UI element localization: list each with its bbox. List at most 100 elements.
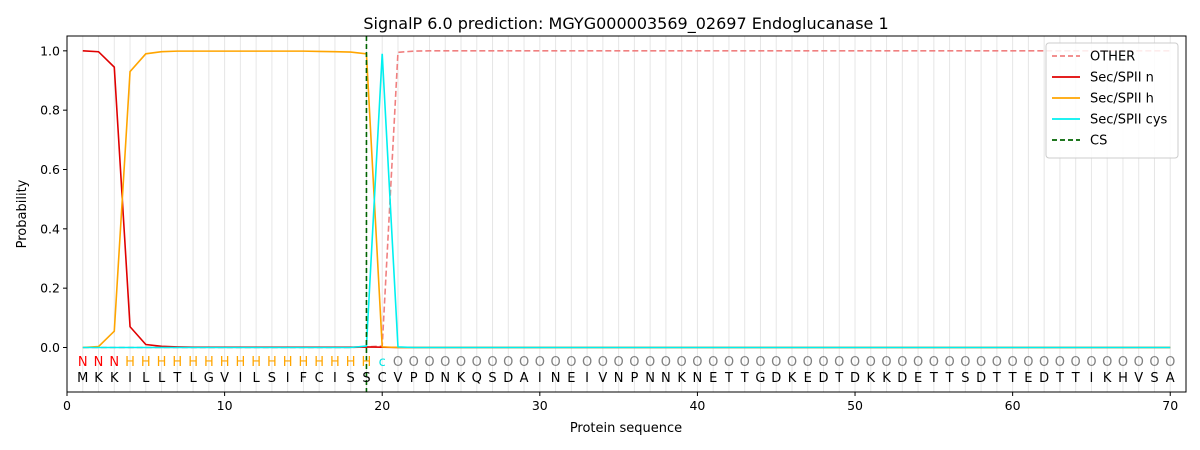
amino-acid-label: T	[1055, 371, 1064, 386]
region-label: H	[346, 355, 356, 370]
amino-acid-label: K	[788, 371, 797, 386]
amino-acid-label: S	[268, 371, 276, 386]
x-axis: 0 10 20 30 40 50 60 70	[63, 392, 1178, 413]
region-label: O	[708, 355, 718, 370]
amino-acid-label: I	[333, 371, 337, 386]
amino-acid-label: S	[488, 371, 496, 386]
amino-acid-label: A	[520, 371, 529, 386]
legend-entry-label: Sec/SPII h	[1090, 92, 1154, 107]
legend-box	[1045, 42, 1179, 159]
amino-acid-label: S	[961, 371, 969, 386]
region-label: N	[78, 355, 88, 370]
amino-acid-label: L	[253, 371, 261, 386]
region-label: O	[881, 355, 891, 370]
y-tick-label: 0.2	[40, 281, 60, 296]
legend-entry-label: Sec/SPII n	[1090, 71, 1154, 86]
region-label: O	[677, 355, 687, 370]
amino-acid-label: T	[172, 371, 181, 386]
region-label: O	[645, 355, 655, 370]
series-line-sec-spii-h	[82, 50, 1171, 349]
region-label: O	[755, 355, 765, 370]
amino-acid-label: E	[1024, 371, 1032, 386]
amino-acid-label: D	[503, 371, 513, 386]
amino-acid-label: D	[424, 371, 434, 386]
amino-acid-label: T	[945, 371, 954, 386]
amino-acid-label: K	[457, 371, 466, 386]
y-axis: 0.0 0.2 0.4 0.6 0.8 1.0	[40, 43, 67, 355]
region-label: O	[1023, 355, 1033, 370]
region-label: O	[897, 355, 907, 370]
region-label: H	[141, 355, 151, 370]
region-label: O	[598, 355, 608, 370]
amino-acid-label: S	[347, 371, 355, 386]
region-label: O	[629, 355, 639, 370]
amino-acid-label: N	[440, 371, 450, 386]
region-label: O	[440, 355, 450, 370]
region-label: O	[944, 355, 954, 370]
amino-acid-label: E	[804, 371, 812, 386]
x-tick-label: 40	[689, 398, 705, 413]
amino-acid-label: V	[1134, 371, 1143, 386]
region-label: O	[535, 355, 545, 370]
series-line-sec-spii-n	[82, 50, 1171, 349]
series-line-sec-spii-cys	[82, 53, 1171, 349]
amino-acid-label: N	[693, 371, 703, 386]
x-tick-label: 60	[1005, 398, 1021, 413]
amino-acid-label: D	[1039, 371, 1049, 386]
amino-acid-label: T	[1071, 371, 1080, 386]
region-label: H	[330, 355, 340, 370]
amino-acid-label: K	[110, 371, 119, 386]
x-tick-label: 50	[847, 398, 863, 413]
region-label: O	[519, 355, 529, 370]
amino-acid-label: T	[740, 371, 749, 386]
region-label: H	[267, 355, 277, 370]
region-label: H	[251, 355, 261, 370]
amino-acid-label: G	[204, 371, 214, 386]
region-label: O	[393, 355, 403, 370]
amino-acid-label: N	[645, 371, 655, 386]
amino-acid-label: L	[158, 371, 166, 386]
amino-acid-label: H	[1118, 371, 1128, 386]
y-axis-label: Probability	[15, 179, 30, 248]
amino-acid-label: K	[94, 371, 103, 386]
series-lines	[82, 36, 1171, 392]
amino-acid-label: K	[867, 371, 876, 386]
region-label: H	[125, 355, 135, 370]
vertical-gridlines	[82, 36, 1171, 392]
x-tick-label: 20	[374, 398, 390, 413]
region-label: O	[771, 355, 781, 370]
region-label: O	[834, 355, 844, 370]
region-label: O	[740, 355, 750, 370]
amino-acid-label: L	[189, 371, 197, 386]
region-label: N	[109, 355, 119, 370]
region-label: O	[787, 355, 797, 370]
y-tick-label: 0.0	[40, 340, 60, 355]
sequence-annotations: NMNKNKHIHLHLHTHLHGHVHIHLHSHIHFHCHIHSHScC…	[77, 355, 1175, 386]
amino-acid-label: I	[1090, 371, 1094, 386]
region-label: O	[487, 355, 497, 370]
amino-acid-label: E	[709, 371, 717, 386]
region-label: O	[472, 355, 482, 370]
amino-acid-label: L	[142, 371, 150, 386]
amino-acid-label: C	[378, 371, 387, 386]
region-label: O	[456, 355, 466, 370]
amino-acid-label: N	[661, 371, 671, 386]
region-label: O	[803, 355, 813, 370]
amino-acid-label: T	[724, 371, 733, 386]
amino-acid-label: P	[410, 371, 418, 386]
region-label: H	[204, 355, 214, 370]
region-label: O	[992, 355, 1002, 370]
y-tick-label: 0.8	[40, 103, 60, 118]
region-label: O	[913, 355, 923, 370]
amino-acid-label: V	[598, 371, 607, 386]
y-tick-label: 1.0	[40, 43, 60, 58]
legend-entry-label: Sec/SPII cys	[1090, 113, 1168, 128]
amino-acid-label: K	[882, 371, 891, 386]
region-label: O	[661, 355, 671, 370]
region-label: O	[424, 355, 434, 370]
region-label: H	[172, 355, 182, 370]
amino-acid-label: M	[77, 371, 88, 386]
region-label: O	[1055, 355, 1065, 370]
region-label: H	[220, 355, 230, 370]
region-label: O	[850, 355, 860, 370]
